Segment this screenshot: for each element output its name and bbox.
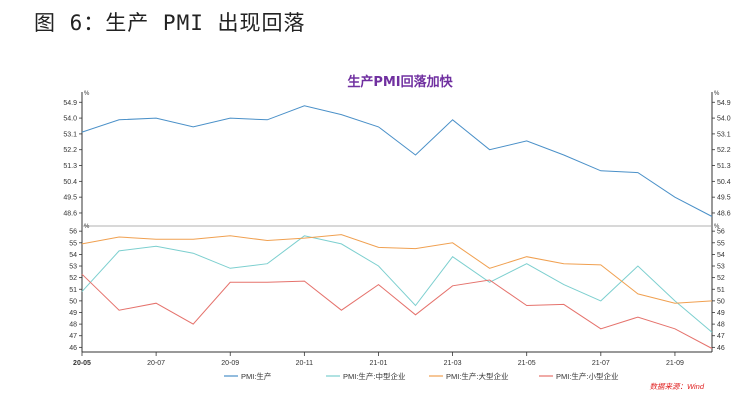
top-ytick-label-right: 50.4 — [717, 179, 731, 186]
top-ytick-label-right: 53.1 — [717, 131, 731, 138]
top-ytick-label-left: 51.3 — [63, 163, 77, 170]
top-ytick-label-right: 48.6 — [717, 210, 731, 217]
bottom-ytick-label-right: 53 — [717, 264, 725, 271]
top-ytick-label-right: 54.9 — [717, 100, 731, 107]
legend-label: PMI:生产:小型企业 — [556, 371, 619, 381]
top-unit-left: % — [84, 91, 90, 97]
bottom-ytick-label-right: 51 — [717, 287, 725, 294]
bottom-ytick-label-left: 51 — [69, 287, 77, 294]
xtick-label: 21-01 — [370, 360, 388, 367]
xtick-label: 20-07 — [147, 360, 165, 367]
bottom-ytick-label-right: 56 — [717, 229, 725, 236]
bottom-ytick-label-right: 50 — [717, 298, 725, 305]
series-line-PMI:生产:中型企业 — [81, 235, 713, 333]
series-line-PMI:生产:大型企业 — [81, 234, 713, 304]
bottom-ytick-label-left: 54 — [69, 252, 77, 259]
bottom-ytick-label-left: 53 — [69, 264, 77, 271]
bottom-ytick-label-right: 47 — [717, 333, 725, 340]
top-ytick-label-right: 51.3 — [717, 163, 731, 170]
bottom-ytick-label-left: 49 — [69, 310, 77, 317]
xtick-label: 20-09 — [221, 360, 239, 367]
bottom-ytick-label-left: 50 — [69, 298, 77, 305]
bottom-ytick-label-right: 52 — [717, 275, 725, 282]
bottom-ytick-label-left: 48 — [69, 322, 77, 329]
bottom-ytick-label-left: 56 — [69, 229, 77, 236]
legend-label: PMI:生产 — [241, 371, 271, 381]
legend-label: PMI:生产:大型企业 — [446, 371, 509, 381]
top-ytick-label-right: 54.0 — [717, 116, 731, 123]
bottom-ytick-label-left: 52 — [69, 275, 77, 282]
bottom-ytick-label-left: 47 — [69, 333, 77, 340]
xtick-label: 21-03 — [444, 360, 462, 367]
bottom-ytick-label-right: 49 — [717, 310, 725, 317]
xtick-label: 21-07 — [592, 360, 610, 367]
top-ytick-label-left: 52.2 — [63, 147, 77, 154]
xtick-label: 20-11 — [296, 360, 313, 367]
top-ytick-label-left: 54.0 — [63, 116, 77, 123]
bottom-ytick-label-left: 55 — [69, 240, 77, 247]
top-ytick-label-right: 49.5 — [717, 195, 731, 202]
top-unit-right: % — [714, 91, 720, 97]
source-note: 数据来源：Wind — [649, 382, 704, 391]
top-ytick-label-left: 49.5 — [63, 195, 77, 202]
top-ytick-label-right: 52.2 — [717, 147, 731, 154]
figure-title: 图 6：生产 PMI 出现回落 — [34, 11, 306, 35]
top-ytick-label-left: 50.4 — [63, 179, 77, 186]
series-line-PMI:生产 — [81, 105, 713, 217]
top-ytick-label-left: 53.1 — [63, 131, 77, 138]
xtick-label: 21-05 — [518, 360, 536, 367]
top-ytick-label-left: 48.6 — [63, 210, 77, 217]
xtick-label: 20-05 — [73, 360, 91, 367]
xtick-label: 21-09 — [666, 360, 684, 367]
bottom-ytick-label-right: 46 — [717, 345, 725, 352]
bottom-ytick-label-left: 46 — [69, 345, 77, 352]
bottom-ytick-label-right: 55 — [717, 240, 725, 247]
top-ytick-label-left: 54.9 — [63, 100, 77, 107]
series-line-PMI:生产:小型企业 — [81, 273, 713, 349]
legend-label: PMI:生产:中型企业 — [343, 371, 406, 381]
bottom-unit-left: % — [84, 224, 90, 230]
bottom-ytick-label-right: 48 — [717, 322, 725, 329]
bottom-ytick-label-right: 54 — [717, 252, 725, 259]
bottom-unit-right: % — [714, 224, 720, 230]
chart-title: 生产PMI回落加快 — [347, 74, 453, 90]
